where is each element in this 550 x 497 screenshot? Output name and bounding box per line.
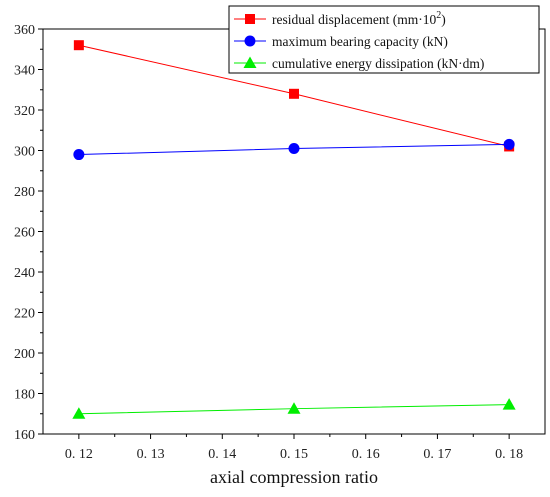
y-tick-label: 240 — [14, 266, 35, 281]
legend-marker — [245, 14, 255, 24]
x-tick-label: 0. 17 — [423, 447, 451, 462]
y-axis: 160 180 200 220 240 260 280 300 320 340 360 — [14, 23, 43, 443]
x-tick-label: 0. 16 — [352, 447, 380, 462]
data-point — [288, 142, 300, 154]
data-point — [72, 407, 86, 419]
data-point — [73, 149, 85, 161]
y-tick-label: 280 — [14, 185, 35, 200]
legend-item: residual displacement (mm·102) — [234, 10, 446, 27]
legend-item: cumulative energy dissipation (kN·dm) — [234, 56, 484, 71]
data-point — [502, 398, 516, 410]
y-tick-label: 300 — [14, 145, 35, 160]
x-tick-label: 0. 14 — [208, 447, 236, 462]
x-axis-title: axial compression ratio — [210, 467, 378, 487]
x-axis: 0. 12 0. 13 0. 14 0. 15 0. 16 0. 17 0. 18 — [65, 434, 523, 462]
legend-label: cumulative energy dissipation (kN·dm) — [272, 56, 484, 71]
series-triangle — [72, 398, 516, 419]
legend-item: maximum bearing capacity (kN) — [234, 34, 448, 49]
data-point — [287, 402, 301, 414]
series-layer — [72, 40, 516, 419]
legend-marker — [243, 56, 257, 68]
x-tick-label: 0. 15 — [280, 447, 308, 462]
y-tick-label: 260 — [14, 226, 35, 241]
y-tick-label: 160 — [14, 428, 35, 443]
data-point — [289, 88, 299, 99]
y-tick-label: 220 — [14, 307, 35, 322]
x-tick-label: 0. 13 — [137, 447, 165, 462]
legend-label: residual displacement (mm·102) — [272, 10, 446, 27]
x-tick-label: 0. 12 — [65, 447, 93, 462]
legend-box — [228, 5, 540, 74]
y-tick-label: 320 — [14, 104, 35, 119]
legend-marker — [244, 35, 256, 47]
y-tick-label: 180 — [14, 388, 35, 403]
legend: residual displacement (mm·102) maximum be… — [228, 5, 540, 74]
x-tick-label: 0. 18 — [495, 447, 523, 462]
y-tick-label: 360 — [14, 23, 35, 38]
data-point — [503, 138, 515, 150]
y-tick-label: 340 — [14, 64, 35, 79]
y-tick-label: 200 — [14, 347, 35, 362]
legend-label: maximum bearing capacity (kN) — [272, 34, 448, 49]
series-circle — [73, 138, 515, 161]
data-point — [73, 40, 84, 51]
